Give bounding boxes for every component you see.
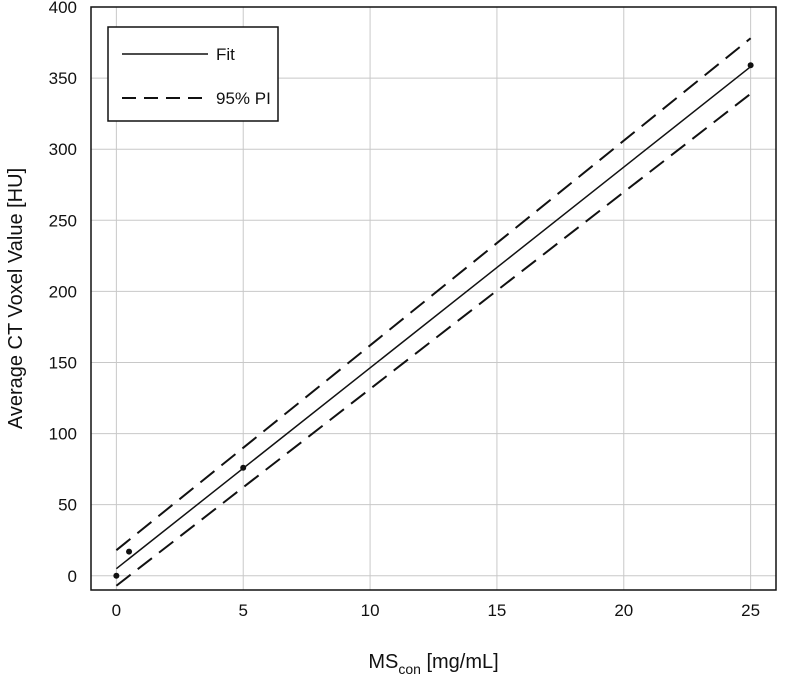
- y-tick-label: 300: [49, 140, 77, 159]
- y-tick-label: 100: [49, 425, 77, 444]
- y-tick-label: 400: [49, 0, 77, 17]
- x-tick-label: 5: [238, 601, 247, 620]
- x-tick-label: 10: [361, 601, 380, 620]
- x-axis-title-main: MS: [368, 651, 398, 673]
- y-tick-label: 200: [49, 282, 77, 301]
- pi-lower-line: [115, 92, 752, 587]
- x-tick-label: 0: [112, 601, 121, 620]
- y-tick-label: 0: [68, 567, 77, 586]
- fit-line: [115, 66, 752, 570]
- plot-frame: [90, 6, 777, 591]
- legend: Fit 95% PI: [107, 26, 279, 122]
- data-point: [747, 62, 754, 69]
- x-tick-label: 25: [741, 601, 760, 620]
- y-tick-labels: 0 50 100 150 200 250 300 350 400: [49, 0, 77, 586]
- data-point: [240, 464, 247, 471]
- legend-label-fit: Fit: [216, 45, 235, 64]
- y-tick-label: 150: [49, 353, 77, 372]
- legend-box: [107, 26, 279, 122]
- pi-upper-line: [115, 37, 752, 551]
- y-tick-label: 50: [58, 496, 77, 515]
- x-tick-label: 20: [614, 601, 633, 620]
- x-axis-title-subscript: con: [398, 661, 421, 677]
- y-axis-title: Average CT Voxel Value [HU]: [5, 168, 27, 429]
- x-tick-label: 15: [487, 601, 506, 620]
- grid: [91, 6, 776, 590]
- y-tick-label: 350: [49, 69, 77, 88]
- x-axis-title: MScon [mg/mL]: [368, 651, 498, 677]
- data-point: [113, 572, 120, 579]
- data-points: [113, 62, 754, 579]
- legend-label-pi: 95% PI: [216, 89, 271, 108]
- x-axis-title-unit: [mg/mL]: [421, 651, 499, 673]
- series-group: [115, 37, 752, 587]
- x-tick-labels: 0 5 10 15 20 25: [112, 601, 760, 620]
- y-tick-label: 250: [49, 211, 77, 230]
- data-point: [126, 548, 133, 555]
